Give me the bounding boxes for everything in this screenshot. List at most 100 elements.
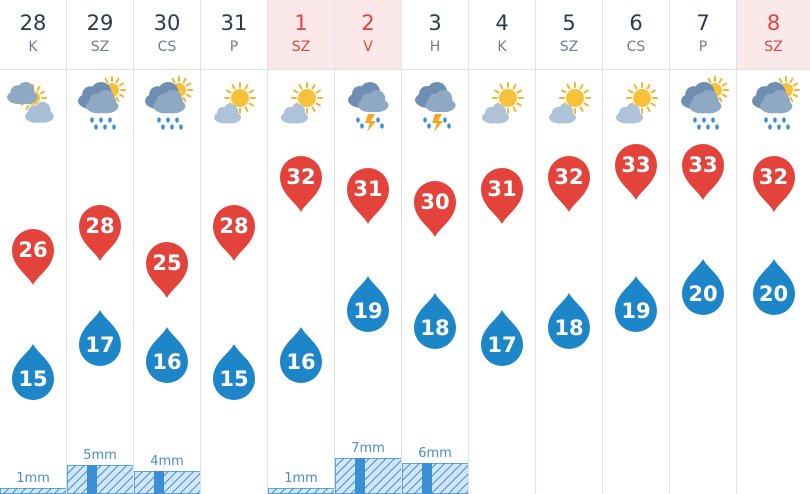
cloud-sun-rain-icon [145, 76, 193, 130]
day-header: 30 CS [134, 0, 200, 70]
day-of-week: SZ [559, 39, 579, 55]
day-column[interactable]: 6 CS 33 19 [603, 0, 670, 494]
day-date: 2 [361, 11, 375, 35]
sun-cloud-icon [616, 82, 658, 124]
day-header: 5 SZ [536, 0, 602, 70]
day-column[interactable]: 30 CS 25 16 4mm [134, 0, 201, 494]
min-temp-value: 16 [152, 350, 182, 374]
day-header: 29 SZ [67, 0, 133, 70]
min-temp-marker: 16 [144, 325, 190, 385]
rain-amount-label: 1mm [16, 471, 50, 486]
min-temp-marker: 18 [412, 291, 458, 351]
day-of-week: K [497, 39, 507, 55]
day-of-week: CS [157, 39, 177, 55]
min-temp-marker: 15 [211, 342, 257, 402]
day-header: 1 SZ [268, 0, 334, 70]
day-of-week: SZ [90, 39, 110, 55]
max-temp-marker: 32 [751, 154, 797, 214]
max-temp-value: 31 [487, 177, 517, 202]
day-of-week: CS [626, 39, 646, 55]
cloud-sun-rain-icon [681, 76, 729, 130]
sun-cloud-icon [214, 82, 256, 124]
min-temp-value: 19 [621, 299, 651, 323]
min-temp-marker: 17 [479, 308, 525, 368]
max-temp-marker: 28 [77, 203, 123, 263]
max-temp-value: 31 [353, 177, 383, 202]
thunderstorm-icon [415, 82, 456, 132]
max-temp-value: 30 [420, 189, 450, 214]
max-temp-marker: 25 [144, 240, 190, 300]
day-date: 29 [86, 11, 114, 35]
day-column[interactable]: 31 P 28 15 [201, 0, 268, 494]
min-temp-marker: 17 [77, 308, 123, 368]
day-column[interactable]: 2 V 31 19 7mm [335, 0, 402, 494]
min-temp-value: 19 [353, 299, 383, 323]
day-date: 6 [629, 11, 643, 35]
max-temp-value: 32 [286, 165, 316, 190]
day-column[interactable]: 8 SZ 32 20 [737, 0, 810, 494]
day-date: 3 [428, 11, 442, 35]
day-column[interactable]: 29 SZ 28 17 5mm [67, 0, 134, 494]
min-temp-value: 17 [85, 333, 115, 357]
max-temp-marker: 30 [412, 179, 458, 239]
cloud-sun-rain-icon [751, 76, 800, 130]
day-column[interactable]: 28 K 26 15 1mm [0, 0, 67, 494]
rain-amount-bar [402, 463, 468, 494]
min-temp-marker: 20 [680, 257, 726, 317]
max-temp-value: 32 [554, 165, 584, 190]
max-temp-value: 26 [18, 238, 48, 263]
max-temp-marker: 32 [278, 154, 324, 214]
day-date: 28 [19, 11, 47, 35]
min-temp-marker: 16 [278, 325, 324, 385]
day-of-week: SZ [291, 39, 311, 55]
day-column[interactable]: 4 K 31 17 [469, 0, 536, 494]
min-temp-marker: 19 [613, 274, 659, 334]
max-temp-marker: 26 [10, 227, 56, 287]
day-header: 28 K [0, 0, 66, 70]
day-date: 7 [696, 11, 710, 35]
day-of-week: P [229, 39, 239, 55]
min-temp-marker: 15 [10, 342, 56, 402]
min-temp-value: 17 [487, 333, 517, 357]
max-temp-value: 33 [688, 153, 718, 177]
day-of-week: P [698, 39, 708, 55]
day-column[interactable]: 1 SZ 32 16 1mm [268, 0, 335, 494]
max-temp-value: 28 [85, 214, 115, 239]
min-temp-value: 16 [286, 350, 316, 374]
day-date: 5 [562, 11, 576, 35]
day-of-week: K [28, 39, 38, 55]
day-header: 31 P [201, 0, 267, 70]
day-header: 8 SZ [737, 0, 810, 70]
rain-amount-label: 1mm [284, 471, 318, 486]
rain-amount-label: 4mm [150, 454, 184, 469]
max-temp-marker: 33 [613, 142, 659, 202]
rain-amount-bar [268, 488, 334, 494]
max-temp-marker: 33 [680, 142, 726, 202]
day-column[interactable]: 5 SZ 32 18 [536, 0, 603, 494]
min-temp-value: 20 [758, 282, 789, 306]
day-of-week: SZ [764, 39, 783, 55]
max-temp-value: 25 [152, 250, 182, 275]
sun-cloud-icon [549, 82, 591, 124]
min-temp-value: 20 [688, 282, 718, 306]
day-column[interactable]: 7 P 33 20 [670, 0, 737, 494]
rain-amount-label: 5mm [83, 448, 117, 463]
cloud-sun-icon [7, 82, 54, 123]
max-temp-marker: 31 [479, 166, 525, 226]
day-of-week: V [363, 39, 373, 55]
min-temp-value: 18 [554, 316, 584, 340]
day-column[interactable]: 3 H 30 18 6mm [402, 0, 469, 494]
day-date: 31 [220, 11, 248, 35]
thunderstorm-icon [348, 82, 389, 132]
day-header: 6 CS [603, 0, 669, 70]
rain-amount-label: 6mm [418, 446, 452, 461]
cloud-sun-rain-icon [78, 76, 126, 130]
rain-amount-bar [0, 488, 66, 494]
day-date: 30 [153, 11, 181, 35]
rain-amount-label: 7mm [351, 441, 385, 456]
rain-amount-bar [134, 471, 200, 494]
